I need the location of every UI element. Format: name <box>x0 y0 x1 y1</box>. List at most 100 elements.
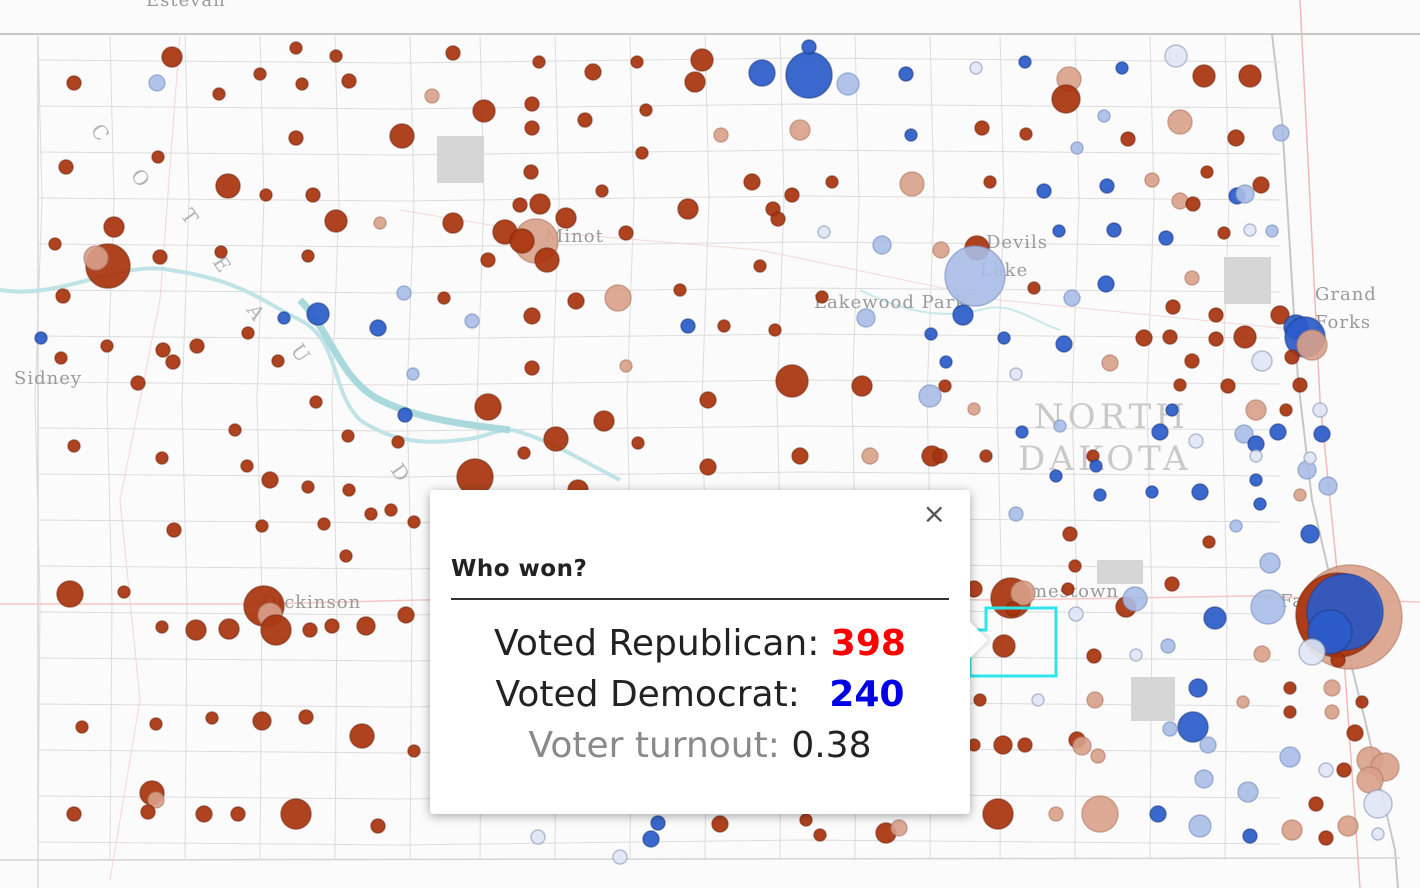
republican-precinct-marker[interactable] <box>370 818 386 834</box>
republican-precinct-marker[interactable] <box>1233 325 1257 349</box>
republican-precinct-marker[interactable] <box>851 375 873 397</box>
republican-precinct-marker[interactable] <box>339 549 353 563</box>
republican-precinct-marker[interactable] <box>280 798 312 830</box>
republican-precinct-marker[interactable] <box>437 291 451 305</box>
republican-precinct-marker[interactable] <box>271 354 285 368</box>
democrat-precinct-marker[interactable] <box>1259 552 1281 574</box>
democrat-precinct-marker[interactable] <box>369 319 387 337</box>
democrat-precinct-marker[interactable] <box>406 367 420 381</box>
republican-precinct-marker[interactable] <box>1356 766 1384 794</box>
republican-precinct-marker[interactable] <box>391 435 405 449</box>
republican-precinct-marker[interactable] <box>100 339 114 353</box>
democrat-precinct-marker[interactable] <box>1149 805 1167 823</box>
democrat-precinct-marker[interactable] <box>1009 367 1023 381</box>
republican-precinct-marker[interactable] <box>1355 695 1369 709</box>
republican-precinct-marker[interactable] <box>825 175 839 189</box>
republican-precinct-marker[interactable] <box>48 237 62 251</box>
republican-precinct-marker[interactable] <box>130 375 146 391</box>
democrat-precinct-marker[interactable] <box>997 331 1011 345</box>
republican-precinct-marker[interactable] <box>532 55 546 69</box>
republican-precinct-marker[interactable] <box>349 723 375 749</box>
democrat-precinct-marker[interactable] <box>1249 449 1263 463</box>
democrat-precinct-marker[interactable] <box>530 829 546 845</box>
republican-precinct-marker[interactable] <box>512 197 528 213</box>
republican-precinct-marker[interactable] <box>1293 488 1307 502</box>
democrat-precinct-marker[interactable] <box>1298 638 1326 666</box>
democrat-precinct-marker[interactable] <box>1234 424 1254 444</box>
republican-precinct-marker[interactable] <box>341 73 357 89</box>
republican-precinct-marker[interactable] <box>1165 299 1181 315</box>
republican-precinct-marker[interactable] <box>684 71 706 93</box>
republican-precinct-marker[interactable] <box>1090 748 1106 764</box>
republican-precinct-marker[interactable] <box>584 63 602 81</box>
republican-precinct-marker[interactable] <box>673 283 687 297</box>
republican-precinct-marker[interactable] <box>861 447 879 465</box>
democrat-precinct-marker[interactable] <box>464 313 480 329</box>
democrat-precinct-marker[interactable] <box>1031 693 1045 707</box>
democrat-precinct-marker[interactable] <box>1188 433 1204 449</box>
republican-precinct-marker[interactable] <box>1081 795 1119 833</box>
republican-precinct-marker[interactable] <box>1323 679 1341 697</box>
democrat-precinct-marker[interactable] <box>1300 524 1320 544</box>
republican-precinct-marker[interactable] <box>1236 695 1250 709</box>
republican-precinct-marker[interactable] <box>289 41 303 55</box>
republican-precinct-marker[interactable] <box>1283 705 1297 719</box>
republican-precinct-marker[interactable] <box>517 446 531 460</box>
democrat-precinct-marker[interactable] <box>939 355 953 369</box>
democrat-precinct-marker[interactable] <box>650 815 666 831</box>
republican-precinct-marker[interactable] <box>815 290 829 304</box>
republican-precinct-marker[interactable] <box>635 146 649 160</box>
democrat-precinct-marker[interactable] <box>1235 184 1255 204</box>
republican-precinct-marker[interactable] <box>595 184 609 198</box>
republican-precinct-marker[interactable] <box>407 515 421 529</box>
democrat-precinct-marker[interactable] <box>1188 678 1208 698</box>
republican-precinct-marker[interactable] <box>1283 681 1297 695</box>
democrat-precinct-marker[interactable] <box>1164 44 1188 68</box>
democrat-precinct-marker[interactable] <box>1052 224 1066 238</box>
republican-precinct-marker[interactable] <box>524 120 540 136</box>
republican-precinct-marker[interactable] <box>161 46 183 68</box>
democrat-precinct-marker[interactable] <box>748 59 776 87</box>
republican-precinct-marker[interactable] <box>1184 353 1200 369</box>
republican-precinct-marker[interactable] <box>1072 736 1092 756</box>
democrat-precinct-marker[interactable] <box>1018 55 1032 69</box>
republican-precinct-marker[interactable] <box>1019 127 1033 141</box>
democrat-precinct-marker[interactable] <box>34 331 48 345</box>
republican-precinct-marker[interactable] <box>255 519 269 533</box>
republican-precinct-marker[interactable] <box>1144 172 1160 188</box>
democrat-precinct-marker[interactable] <box>817 225 831 239</box>
republican-precinct-marker[interactable] <box>1208 307 1224 323</box>
republican-precinct-marker[interactable] <box>1167 109 1193 135</box>
republican-precinct-marker[interactable] <box>155 342 171 358</box>
republican-precinct-marker[interactable] <box>932 241 950 259</box>
republican-precinct-marker[interactable] <box>1252 176 1270 194</box>
republican-precinct-marker[interactable] <box>54 351 68 365</box>
republican-precinct-marker[interactable] <box>384 503 398 517</box>
democrat-precinct-marker[interactable] <box>1129 648 1143 662</box>
republican-precinct-marker[interactable] <box>677 198 699 220</box>
republican-precinct-marker[interactable] <box>1202 535 1216 549</box>
republican-precinct-marker[interactable] <box>1220 378 1236 394</box>
republican-precinct-marker[interactable] <box>67 439 81 453</box>
republican-precinct-marker[interactable] <box>799 813 813 827</box>
republican-precinct-marker[interactable] <box>1318 830 1334 846</box>
republican-precinct-marker[interactable] <box>1120 131 1136 147</box>
democrat-precinct-marker[interactable] <box>1070 141 1084 155</box>
republican-precinct-marker[interactable] <box>1227 129 1245 147</box>
republican-precinct-marker[interactable] <box>342 483 356 497</box>
democrat-precinct-marker[interactable] <box>1122 586 1148 612</box>
democrat-precinct-marker[interactable] <box>1279 746 1301 768</box>
republican-precinct-marker[interactable] <box>341 429 355 443</box>
republican-precinct-marker[interactable] <box>445 45 461 61</box>
republican-precinct-marker[interactable] <box>480 252 496 268</box>
democrat-precinct-marker[interactable] <box>1203 606 1227 630</box>
republican-precinct-marker[interactable] <box>407 744 421 758</box>
democrat-precinct-marker[interactable] <box>1243 223 1257 237</box>
republican-precinct-marker[interactable] <box>424 88 440 104</box>
republican-precinct-marker[interactable] <box>982 798 1014 830</box>
republican-precinct-marker[interactable] <box>309 395 323 409</box>
republican-precinct-marker[interactable] <box>529 193 551 215</box>
republican-precinct-marker[interactable] <box>324 618 340 634</box>
democrat-precinct-marker[interactable] <box>1363 789 1393 819</box>
republican-precinct-marker[interactable] <box>295 77 309 91</box>
